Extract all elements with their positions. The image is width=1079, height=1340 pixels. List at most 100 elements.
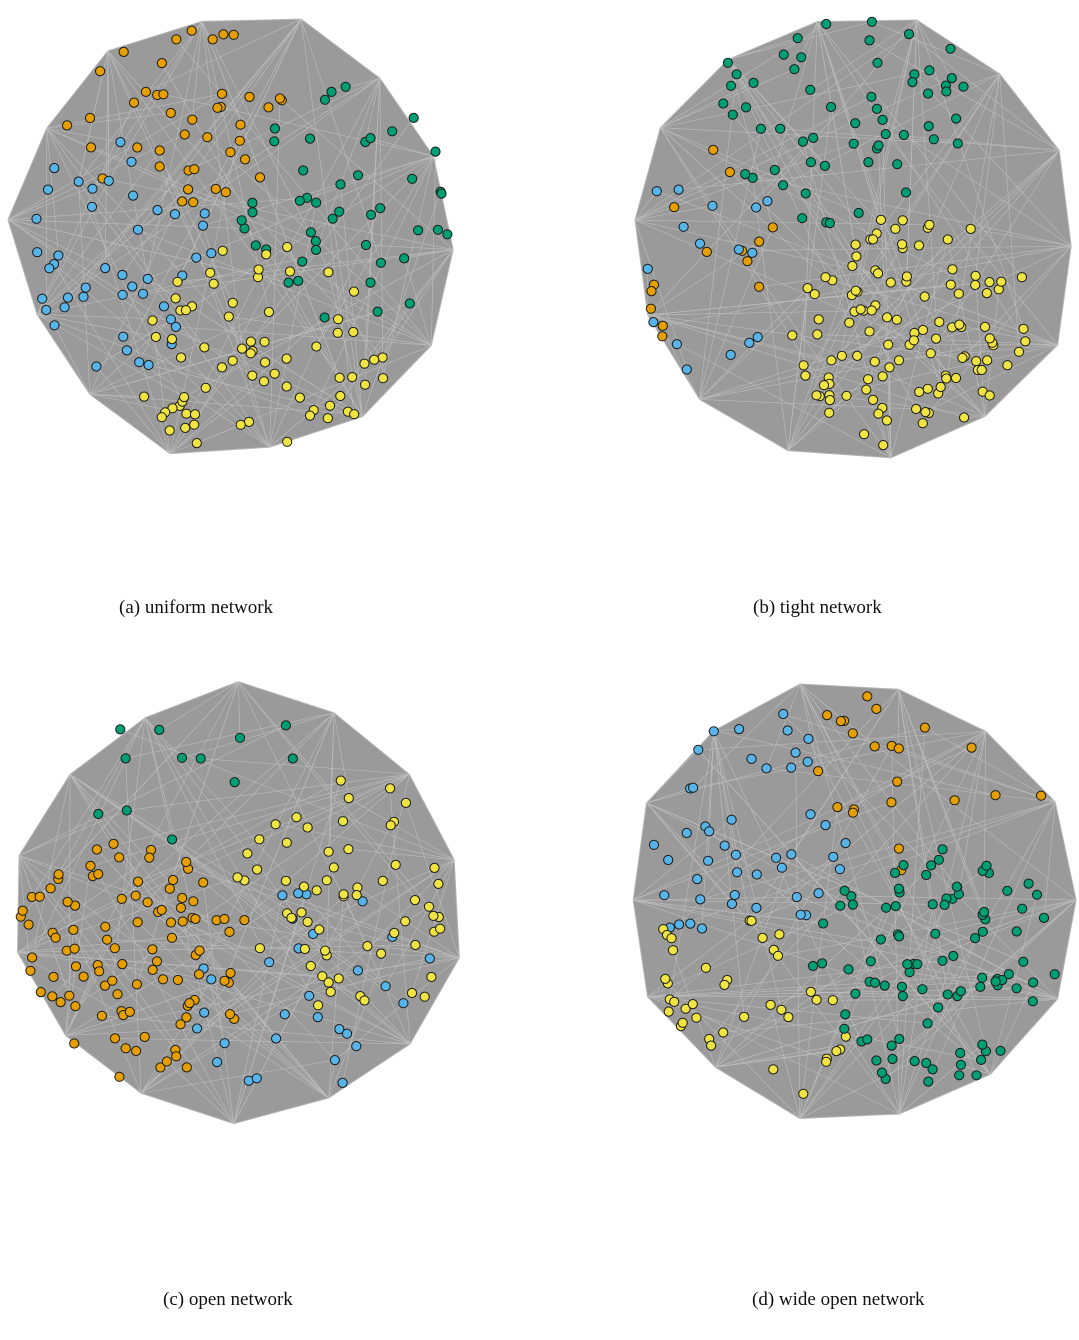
node-yellow <box>1018 323 1029 334</box>
node-yellow <box>324 400 336 411</box>
node-orange <box>102 934 113 945</box>
edge <box>713 730 996 796</box>
edge <box>898 689 949 995</box>
node-yellow <box>385 820 396 831</box>
node-orange <box>886 797 897 808</box>
edge <box>90 773 410 867</box>
node-yellow <box>821 1056 832 1067</box>
node-orange <box>754 236 765 247</box>
edge <box>232 155 434 361</box>
node-orange <box>177 196 188 207</box>
edge <box>65 1028 198 1036</box>
node-green <box>305 227 316 238</box>
node-blue <box>271 1033 282 1044</box>
edge <box>340 184 363 417</box>
node-yellow <box>284 266 296 277</box>
node-blue <box>828 851 839 862</box>
edge <box>960 1064 991 1075</box>
node-yellow <box>314 924 325 935</box>
node-yellow <box>883 339 894 350</box>
edge <box>17 951 323 977</box>
node-yellow <box>941 373 952 384</box>
node-yellow <box>390 859 401 870</box>
node-green <box>896 981 907 992</box>
node-green <box>287 753 298 764</box>
node-yellow <box>304 410 316 421</box>
node-green <box>93 808 104 820</box>
edge <box>144 717 225 1044</box>
node-yellow <box>428 910 439 921</box>
node-yellow <box>328 862 339 873</box>
node-green <box>875 934 886 945</box>
edge <box>7 219 289 283</box>
edge <box>634 191 658 221</box>
node-green <box>877 114 888 126</box>
edge <box>752 177 789 451</box>
node-yellow <box>245 336 256 347</box>
edge <box>65 939 108 1036</box>
edge <box>75 774 410 1007</box>
node-yellow <box>359 995 370 1006</box>
node-yellow <box>861 384 872 395</box>
node-orange <box>96 1010 108 1021</box>
node-blue <box>733 244 744 255</box>
edge <box>122 19 302 276</box>
edge <box>348 797 455 861</box>
edge <box>660 68 795 129</box>
edge <box>669 730 715 1000</box>
node-green <box>912 959 923 970</box>
node-yellow <box>812 329 823 340</box>
edge <box>144 717 173 840</box>
node-yellow <box>377 875 388 886</box>
node-green <box>718 98 729 109</box>
edge <box>366 244 454 250</box>
edge <box>385 859 455 987</box>
edge <box>200 758 410 775</box>
edge <box>799 683 900 1040</box>
edge <box>647 310 864 316</box>
node-blue <box>143 359 154 371</box>
node-yellow <box>410 939 421 951</box>
edge <box>382 249 454 358</box>
node-blue <box>312 1012 323 1023</box>
node-green <box>847 899 858 910</box>
node-green <box>840 1009 851 1020</box>
node-green <box>876 1067 888 1078</box>
node-orange <box>216 88 228 100</box>
node-blue <box>169 209 181 220</box>
node-yellow <box>263 306 275 318</box>
edge <box>404 249 454 259</box>
node-yellow <box>359 358 370 369</box>
node-orange <box>69 1038 80 1049</box>
node-blue <box>782 725 793 736</box>
node-orange <box>70 961 82 972</box>
node-yellow <box>385 783 396 794</box>
node-blue <box>115 137 126 148</box>
node-blue <box>134 357 145 368</box>
node-orange <box>181 856 192 868</box>
node-blue <box>31 213 42 224</box>
node-orange <box>55 997 66 1008</box>
node-yellow <box>205 267 216 278</box>
edge <box>863 310 986 417</box>
edge <box>899 904 933 1115</box>
node-blue <box>49 320 60 331</box>
edge <box>885 133 1060 151</box>
edge <box>780 128 1060 151</box>
edge <box>728 37 798 60</box>
edge <box>102 178 454 250</box>
node-blue <box>642 263 653 274</box>
edge <box>195 918 460 959</box>
node-green <box>372 306 383 317</box>
node-green <box>748 77 759 89</box>
node-green <box>879 980 890 991</box>
edge-layer <box>17 681 460 1125</box>
node-yellow <box>180 305 191 316</box>
edge <box>799 888 900 1119</box>
node-green <box>839 1023 850 1034</box>
node-orange <box>189 164 200 175</box>
node-orange <box>26 952 38 963</box>
node-yellow <box>891 314 902 325</box>
node-yellow <box>362 941 373 952</box>
node-yellow <box>867 234 879 245</box>
